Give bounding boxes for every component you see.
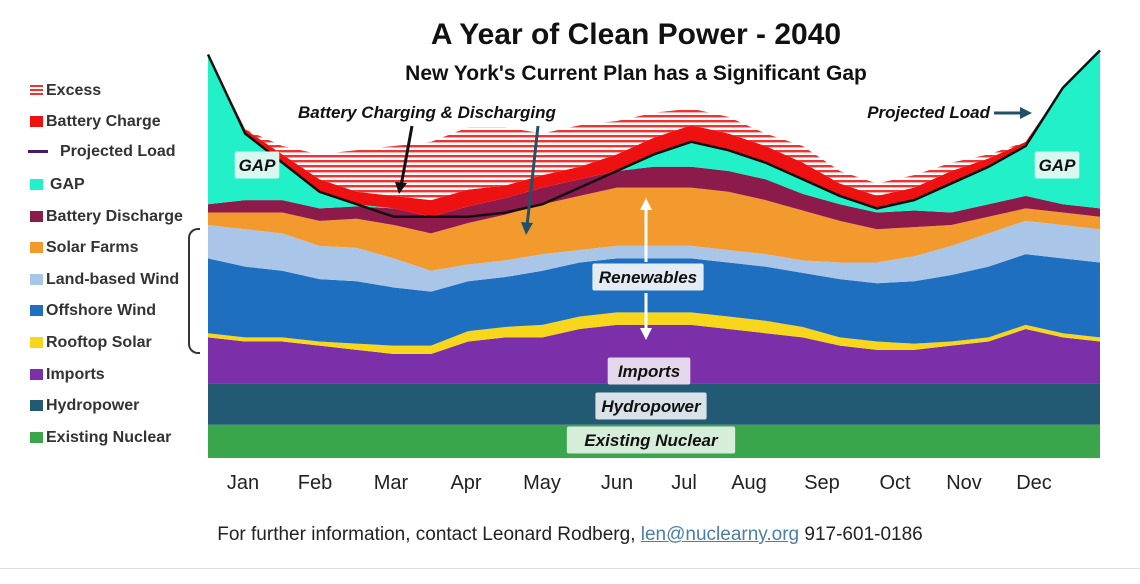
month-label: Oct — [879, 472, 911, 494]
area-land-based-wind — [208, 220, 1100, 292]
legend-label: Battery Charge — [46, 113, 161, 130]
footer-text: For further information, contact Leonard… — [217, 524, 636, 545]
chart-subtitle: New York's Current Plan has a Significan… — [405, 62, 867, 85]
legend-label: Offshore Wind — [46, 302, 157, 319]
month-label: Apr — [450, 472, 482, 494]
legend-swatch-battery-discharge — [30, 211, 43, 222]
legend-label: Battery Discharge — [46, 208, 183, 225]
area-imports — [208, 324, 1100, 384]
legend-swatch-excess — [30, 85, 43, 96]
gap-right-label: GAP — [1039, 156, 1077, 175]
renewables-arrowhead-up — [640, 198, 652, 210]
gap-left-label-bg — [234, 151, 280, 179]
area-gap — [208, 50, 1100, 217]
gap-left-label: GAP — [239, 156, 277, 175]
hydropower-label-bg — [595, 392, 707, 420]
renewables-label-bg — [592, 263, 704, 291]
month-label: Mar — [373, 472, 409, 494]
projected-load-annotation: Projected Load — [867, 103, 990, 122]
legend-label: Excess — [46, 82, 102, 99]
imports-label-bg — [607, 357, 691, 385]
chart-title: A Year of Clean Power - 2040 — [430, 18, 842, 51]
month-label: Jul — [671, 472, 697, 494]
battery-arrow-line-2 — [525, 125, 540, 227]
renewables-arrowhead-down — [640, 328, 652, 340]
legend-swatch-land-wind — [30, 274, 43, 285]
battery-annotation: Battery Charging & Discharging — [298, 103, 556, 122]
stacked-area-chart: GAP GAP Renewables Imports Hydropower Existin… — [206, 49, 1101, 458]
legend-label: Imports — [46, 366, 105, 383]
legend-swatch-existing-nuclear — [30, 432, 43, 443]
legend-swatch-projected-load — [28, 150, 48, 153]
legend-label: GAP — [50, 176, 85, 193]
legend-swatch-imports — [30, 369, 43, 380]
legend-swatch-solar-farms — [30, 242, 43, 253]
area-solar-farms — [208, 187, 1100, 271]
nuclear-label-bg — [566, 426, 736, 454]
imports-label: Imports — [618, 362, 680, 381]
legend-swatch-battery-charge — [30, 116, 43, 127]
month-label: Nov — [946, 472, 982, 494]
month-label: Jan — [226, 472, 260, 494]
month-label: Jun — [600, 472, 634, 494]
area-rooftop-solar — [208, 312, 1100, 354]
legend-label: Projected Load — [60, 143, 176, 160]
battery-arrow-head-2 — [521, 222, 533, 235]
hydropower-label: Hydropower — [601, 397, 702, 416]
renewables-brace — [188, 228, 200, 354]
gap-right-label-bg — [1034, 151, 1080, 179]
battery-arrow-head — [395, 182, 407, 194]
legend-label: Rooftop Solar — [46, 334, 152, 351]
month-label: Dec — [1016, 472, 1052, 494]
area-excess — [208, 50, 1100, 201]
divider — [0, 568, 1140, 569]
area-offshore-wind — [208, 254, 1100, 346]
legend-swatch-offshore-wind — [30, 305, 43, 316]
month-label: Aug — [731, 472, 767, 494]
renewables-label: Renewables — [599, 268, 697, 287]
projected-load-line — [206, 49, 1101, 218]
legend-swatch-rooftop-solar — [30, 337, 43, 348]
load-arrow-head — [1020, 107, 1032, 119]
nuclear-label: Existing Nuclear — [584, 431, 719, 450]
month-label: May — [523, 472, 561, 494]
legend-label: Solar Farms — [46, 239, 139, 256]
email-link[interactable]: len@nuclearny.org — [640, 524, 800, 545]
legend-label: Hydropower — [46, 397, 140, 414]
month-label: Feb — [297, 472, 333, 494]
legend-swatch-hydropower — [30, 400, 43, 411]
legend-label: Existing Nuclear — [46, 429, 172, 446]
legend-label: Land-based Wind — [46, 271, 180, 288]
phone-number: 917-601-0186 — [804, 524, 923, 545]
battery-arrow-line — [399, 125, 414, 187]
footer: For further information, contact Leonard… — [0, 524, 1140, 546]
month-label: Sep — [804, 472, 840, 494]
legend-swatch-gap — [30, 179, 43, 190]
